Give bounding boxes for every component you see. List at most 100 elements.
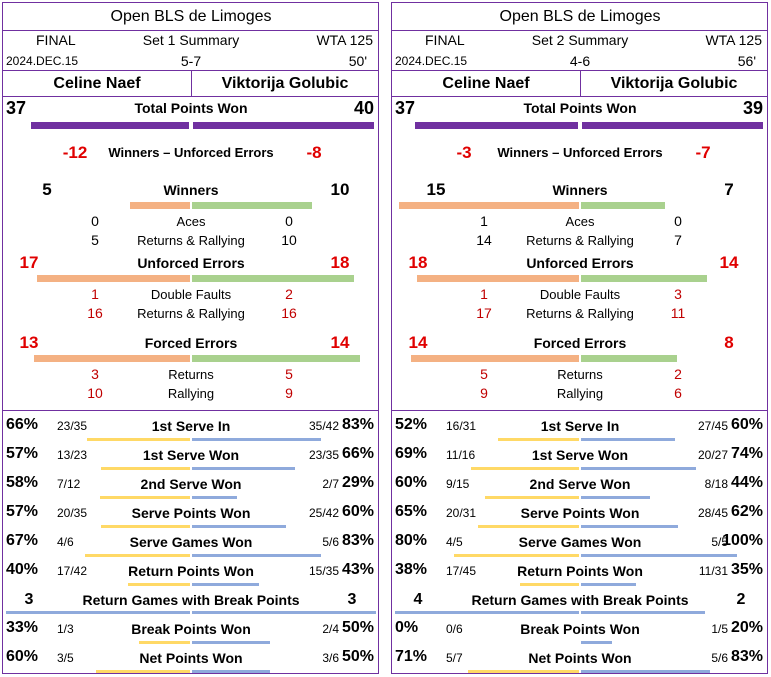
stat-break-points-won-label: Break Points Won bbox=[131, 621, 251, 637]
forced-errors-p2: 14 bbox=[330, 333, 350, 352]
stat-net-points-won-p1-frac: 5/7 bbox=[446, 651, 463, 665]
stat-net-points-won-p1-frac: 3/5 bbox=[57, 651, 74, 665]
unforced-errors-p2: 18 bbox=[330, 253, 350, 272]
forced-errors-bar-p2 bbox=[192, 355, 360, 362]
stat-return-points-won-bar-p1 bbox=[128, 583, 190, 586]
stat-1st-serve-won-p1-pct: 57% bbox=[6, 445, 39, 462]
break-games-bar-p2 bbox=[192, 611, 376, 614]
stat-serve-points-won-label: Serve Points Won bbox=[131, 505, 251, 521]
stat-net-points-won-bar-p1 bbox=[96, 670, 190, 673]
tournament-title: Open BLS de Limoges bbox=[110, 8, 272, 25]
stat-break-points-won-p2-frac: 2/4 bbox=[322, 622, 339, 636]
winners-sub-label: Returns & Rallying bbox=[526, 233, 634, 248]
forced-errors-sub-p1: 5 bbox=[480, 366, 488, 382]
unforced-errors-p1: 18 bbox=[408, 253, 428, 272]
unforced-errors-sub-p2: 3 bbox=[674, 286, 682, 302]
winners-bar-p1 bbox=[399, 202, 579, 209]
unforced-errors-sub-p1: 16 bbox=[87, 305, 103, 321]
divider-line bbox=[3, 96, 378, 97]
winners-sub-p1: 5 bbox=[91, 232, 99, 248]
total-points-p1: 37 bbox=[6, 98, 27, 118]
forced-errors-sub-label: Rallying bbox=[556, 386, 604, 401]
stat-break-points-won-bar-p2 bbox=[192, 641, 270, 644]
forced-errors-sub-label: Returns bbox=[557, 367, 603, 382]
winners-sub-p2: 0 bbox=[285, 213, 293, 229]
player1-name: Celine Naef bbox=[442, 75, 530, 92]
stat-net-points-won-p2-frac: 3/6 bbox=[322, 651, 339, 665]
stat-1st-serve-in-bar-p2 bbox=[581, 438, 675, 441]
forced-errors-bar-p2 bbox=[581, 355, 677, 362]
stat-serve-points-won-p1-pct: 57% bbox=[6, 503, 39, 520]
break-games-bar-p1 bbox=[6, 611, 190, 614]
stat-1st-serve-in-label: 1st Serve In bbox=[151, 418, 231, 434]
stat-break-points-won-p1-pct: 33% bbox=[6, 619, 39, 636]
stat-1st-serve-won-p1-frac: 13/23 bbox=[57, 448, 88, 462]
unforced-errors-sub-label: Double Faults bbox=[150, 287, 232, 302]
stat-2nd-serve-won-bar-p2 bbox=[192, 496, 237, 499]
wue-p2: -7 bbox=[695, 143, 711, 162]
unforced-errors-p2: 14 bbox=[719, 253, 739, 272]
stat-break-points-won-p1-pct: 0% bbox=[395, 619, 419, 636]
stat-net-points-won-bar-p2 bbox=[192, 670, 270, 673]
winners-sub-p2: 10 bbox=[281, 232, 297, 248]
unforced-errors-sub-p2: 16 bbox=[281, 305, 297, 321]
set-panel-2: Open BLS de Limoges FINAL Set 2 Summary WTA… bbox=[391, 2, 768, 674]
stat-2nd-serve-won-p2-pct: 29% bbox=[341, 474, 374, 491]
forced-errors-sub-p2: 6 bbox=[674, 385, 682, 401]
stat-2nd-serve-won-p1-frac: 9/15 bbox=[446, 477, 470, 491]
stat-serve-games-won-bar-p1 bbox=[454, 554, 579, 557]
stat-serve-games-won-p1-pct: 80% bbox=[395, 532, 428, 549]
winners-p2: 7 bbox=[724, 180, 734, 199]
stat-serve-games-won-p2-pct: 83% bbox=[341, 532, 374, 549]
stat-serve-points-won-bar-p2 bbox=[192, 525, 286, 528]
stat-net-points-won-p2-pct: 50% bbox=[341, 648, 374, 665]
break-games-p2: 2 bbox=[736, 591, 746, 608]
stat-serve-points-won-p2-pct: 60% bbox=[341, 503, 374, 520]
stat-2nd-serve-won-p2-pct: 44% bbox=[730, 474, 763, 491]
total-points-bar-p1 bbox=[31, 122, 189, 129]
stat-serve-games-won-label: Serve Games Won bbox=[129, 534, 253, 550]
stat-serve-points-won-p1-pct: 65% bbox=[395, 503, 428, 520]
stat-serve-games-won-p2-frac: 5/5 bbox=[711, 535, 728, 549]
total-points-p1: 37 bbox=[395, 98, 416, 118]
stat-serve-games-won-p1-pct: 67% bbox=[6, 532, 39, 549]
winners-label: Winners bbox=[552, 182, 608, 198]
stat-return-points-won-label: Return Points Won bbox=[517, 563, 643, 579]
unforced-errors-p1: 17 bbox=[19, 253, 39, 272]
stat-1st-serve-won-bar-p1 bbox=[471, 467, 579, 470]
divider-line bbox=[3, 30, 378, 31]
unforced-errors-sub-p1: 17 bbox=[476, 305, 492, 321]
stat-break-points-won-p1-frac: 1/3 bbox=[57, 622, 74, 636]
forced-errors-label: Forced Errors bbox=[144, 335, 238, 351]
stat-2nd-serve-won-bar-p2 bbox=[581, 496, 650, 499]
stat-2nd-serve-won-label: 2nd Serve Won bbox=[529, 476, 631, 492]
stat-2nd-serve-won-bar-p1 bbox=[485, 496, 579, 499]
break-games-bar-p1 bbox=[395, 611, 579, 614]
winners-sub-p2: 0 bbox=[674, 213, 682, 229]
winners-bar-p1 bbox=[130, 202, 190, 209]
winners-p1: 15 bbox=[426, 180, 446, 199]
total-points-p2: 40 bbox=[353, 98, 374, 118]
break-games-p2: 3 bbox=[347, 591, 357, 608]
forced-errors-sub-label: Returns bbox=[168, 367, 214, 382]
stat-net-points-won-p2-pct: 83% bbox=[730, 648, 763, 665]
stat-serve-games-won-bar-p2 bbox=[581, 554, 737, 557]
wue-label: Winners – Unforced Errors bbox=[108, 145, 274, 160]
stat-return-points-won-p1-pct: 40% bbox=[6, 561, 39, 578]
total-points-bar-p2 bbox=[582, 122, 763, 129]
forced-errors-p1: 13 bbox=[19, 333, 39, 352]
stat-break-points-won-p1-frac: 0/6 bbox=[446, 622, 463, 636]
winners-sub-p1: 1 bbox=[480, 213, 488, 229]
total-points-label: Total Points Won bbox=[523, 100, 637, 116]
unforced-errors-sub-p1: 1 bbox=[91, 286, 99, 302]
winners-sub-p2: 7 bbox=[674, 232, 682, 248]
stat-return-points-won-label: Return Points Won bbox=[128, 563, 254, 579]
stat-break-points-won-p2-pct: 20% bbox=[730, 619, 763, 636]
stat-net-points-won-label: Net Points Won bbox=[528, 650, 632, 666]
stat-serve-points-won-p2-frac: 25/42 bbox=[308, 506, 339, 520]
stat-1st-serve-won-bar-p2 bbox=[581, 467, 696, 470]
stat-2nd-serve-won-p2-frac: 8/18 bbox=[704, 477, 728, 491]
stat-net-points-won-p2-frac: 5/6 bbox=[711, 651, 728, 665]
stat-return-points-won-p1-pct: 38% bbox=[395, 561, 428, 578]
winners-label: Winners bbox=[163, 182, 219, 198]
